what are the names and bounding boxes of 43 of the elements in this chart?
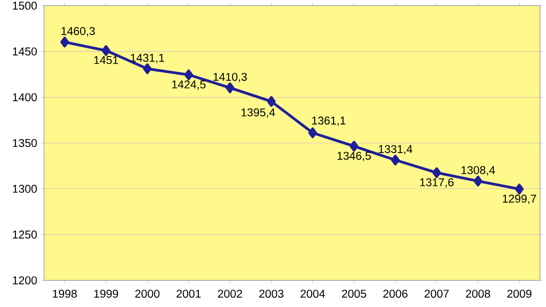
point: [143, 63, 152, 74]
y-tick-label: 1450: [12, 47, 37, 56]
data-label: 1410,3: [214, 72, 247, 82]
data-label: 1331,4: [378, 145, 412, 154]
data-label: 1431,1: [130, 54, 164, 64]
x-tick-label: 2001: [176, 290, 201, 298]
x-tick-label: 2009: [507, 290, 532, 298]
data-label: 1424,5: [172, 80, 206, 90]
x-tick-label: 2007: [424, 290, 449, 298]
data-label: 1460,3: [62, 27, 95, 36]
y-tick-label: 1250: [12, 230, 37, 239]
point: [267, 96, 276, 107]
point: [226, 82, 234, 94]
x-tick-label: 2008: [466, 290, 490, 298]
data-label: 1299,7: [502, 194, 536, 204]
point: [391, 154, 400, 166]
y-tick-label: 1300: [12, 184, 37, 193]
data-label: 1395,4: [242, 108, 276, 118]
x-tick-label: 2000: [135, 290, 160, 298]
point: [515, 184, 524, 194]
point: [102, 45, 110, 56]
y-tick-label: 1400: [12, 93, 37, 102]
point: [308, 128, 318, 138]
data-label: 1361,1: [312, 116, 346, 126]
data-label: 1346,5: [338, 152, 371, 162]
point: [432, 167, 442, 178]
data-label: 1308,4: [462, 166, 496, 176]
y-tick-label: 1350: [12, 138, 37, 148]
x-tick-label: 2006: [383, 290, 408, 298]
data-label: 1317,6: [420, 178, 454, 188]
x-tick-label: 1999: [94, 290, 118, 298]
x-tick-label: 2004: [300, 290, 325, 298]
point: [474, 176, 482, 186]
x-tick-label: 1998: [52, 290, 77, 298]
y-tick-label: 1200: [12, 276, 37, 284]
data-label: 1451: [94, 56, 118, 64]
x-tick-label: 2002: [218, 290, 242, 298]
point: [60, 36, 70, 48]
x-tick-label: 2005: [342, 290, 366, 298]
x-tick-label: 2003: [259, 290, 284, 298]
point: [350, 140, 358, 152]
y-tick-label: 1500: [12, 2, 37, 10]
point: [184, 69, 194, 80]
